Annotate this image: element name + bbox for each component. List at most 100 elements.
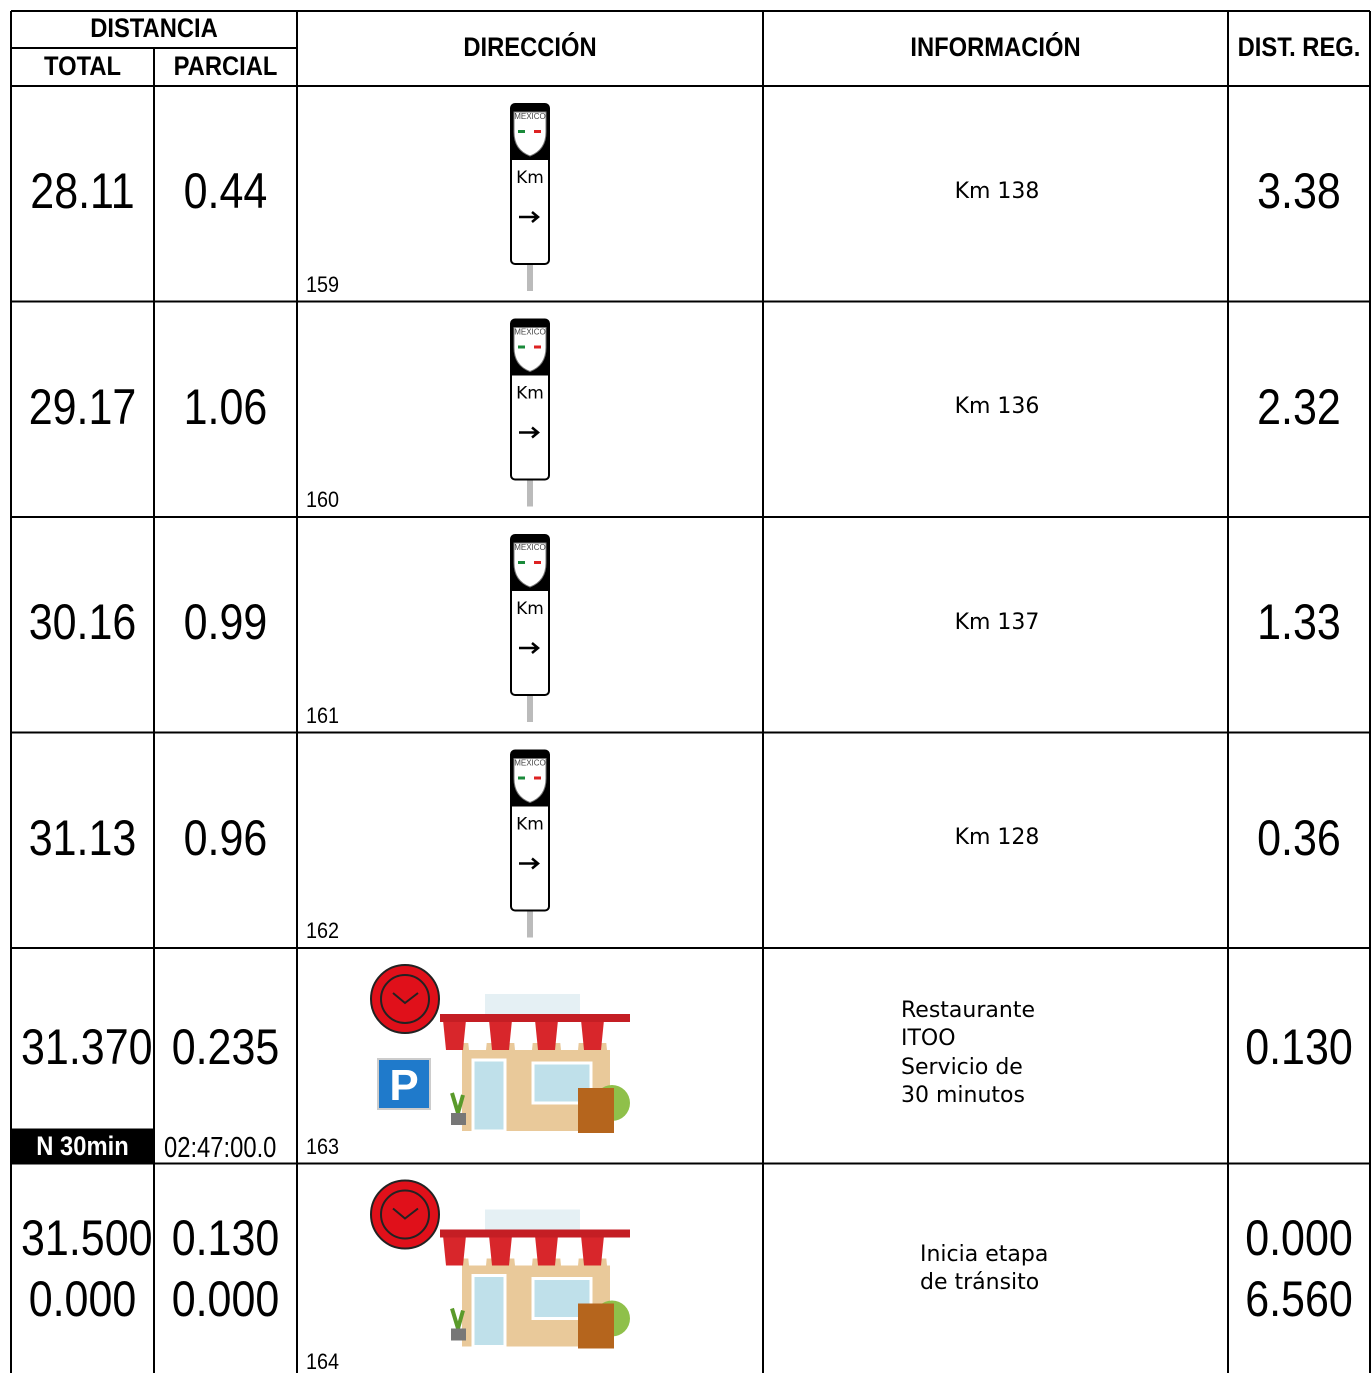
sign-shield-text: MEXICO [514, 543, 546, 552]
flag-green [518, 130, 525, 133]
row-number: 159 [306, 271, 340, 297]
sign-pole [527, 261, 533, 291]
awning-stripe [581, 1020, 604, 1050]
plant [450, 1307, 465, 1330]
awning-stripe [489, 1020, 512, 1050]
flag-red [534, 776, 541, 780]
km-sign: MEXICO Km [510, 534, 550, 722]
crates [578, 1303, 614, 1349]
sign-arrow [519, 211, 540, 223]
header-distancia: DISTANCIA [90, 13, 218, 43]
info-line: ITOO [901, 1026, 956, 1052]
total-distance: 28.11 [30, 163, 135, 220]
flag-red [534, 561, 541, 564]
plant [450, 1092, 465, 1114]
parking-bg [377, 1058, 431, 1110]
partial-distance: 0.44 [183, 163, 268, 220]
time: 02:47:00.0 [164, 1131, 277, 1164]
km-sign: MEXICO Km [510, 318, 550, 507]
row-number: 161 [306, 702, 340, 728]
clock-face [380, 974, 430, 1024]
awning-top [440, 1229, 630, 1238]
clock-hands [392, 1207, 419, 1220]
dist-reg: 0.130 [1245, 1019, 1353, 1076]
sign-arrow [519, 857, 540, 870]
dist-reg: 0.000 [1245, 1210, 1353, 1267]
sign-shield-text: MEXICO [514, 328, 546, 337]
window [531, 1061, 593, 1105]
sign-pole [527, 476, 533, 507]
sign-board [485, 994, 580, 1016]
partial-distance: 0.96 [183, 809, 268, 866]
info-line: Km 137 [954, 609, 1040, 635]
door [471, 1058, 507, 1133]
partial-distance: 0.000 [171, 1271, 280, 1328]
awning-top [440, 1014, 630, 1022]
flag-red [534, 130, 541, 133]
header-parcial: PARCIAL [173, 51, 278, 81]
partial-distance: 0.99 [183, 594, 268, 651]
km-sign: MEXICO Km [510, 749, 550, 938]
row-number: 164 [306, 1349, 340, 1373]
sign-shield-text: MEXICO [514, 759, 546, 768]
clock-face [380, 1189, 430, 1240]
sign-shield [513, 542, 547, 588]
dist-reg: 2.32 [1257, 378, 1341, 435]
info-line: Km 128 [954, 825, 1040, 850]
header-dist-reg: DIST. REG. [1237, 32, 1361, 62]
row-number: 162 [306, 918, 340, 943]
awning-stripe [489, 1235, 512, 1266]
sign-pole [527, 907, 533, 938]
info-line: Km 138 [954, 178, 1040, 204]
note-bg [11, 1128, 154, 1164]
flag-green [518, 345, 525, 349]
partial-distance: 0.130 [171, 1210, 280, 1267]
info-line: Km 136 [954, 394, 1040, 419]
awning-stripe [581, 1235, 604, 1266]
row-number: 160 [306, 487, 340, 512]
dist-reg: 6.560 [1245, 1271, 1353, 1328]
awning-stripe [512, 1235, 535, 1266]
sign-board [485, 1209, 580, 1232]
sign-arrow [519, 426, 540, 439]
partial-distance: 1.06 [183, 378, 268, 435]
awning-stripe [604, 1020, 627, 1050]
sign-shield-text: MEXICO [514, 112, 546, 121]
sign-shield [513, 111, 547, 157]
total-distance: 31.500 [21, 1210, 153, 1267]
sign-arrow [519, 642, 540, 654]
total-distance: 0.000 [28, 1271, 137, 1328]
total-distance: 29.17 [28, 378, 137, 435]
sign-pole [527, 692, 533, 722]
sign-label: Km [516, 815, 544, 835]
info-line: Inicia etapa [920, 1241, 1049, 1267]
awning-stripe [604, 1235, 627, 1266]
crates [578, 1088, 614, 1133]
dist-reg: 1.33 [1257, 594, 1341, 651]
sign-shield [513, 327, 547, 373]
dist-reg: 3.38 [1257, 163, 1341, 220]
awning-stripe [443, 1020, 466, 1050]
total-distance: 30.16 [28, 594, 137, 651]
sign-shield [513, 758, 547, 804]
header-total: TOTAL [44, 51, 121, 81]
restaurant-icon: P [370, 964, 630, 1133]
awning-stripe [535, 1235, 558, 1266]
partial-distance: 0.235 [171, 1019, 280, 1076]
parking-label: P [389, 1061, 418, 1110]
pot [451, 1328, 466, 1341]
awning-stripe [466, 1020, 489, 1050]
header-informacion: INFORMACIÓN [910, 32, 1081, 62]
flag-green [518, 776, 525, 780]
door [471, 1274, 507, 1348]
total-distance: 31.13 [28, 809, 137, 866]
km-sign: MEXICO Km [510, 103, 550, 291]
dist-reg: 0.36 [1257, 809, 1341, 866]
flag-red [534, 345, 541, 349]
info-line: de tránsito [920, 1270, 1040, 1296]
awning-stripe [535, 1020, 558, 1050]
sign-label: Km [516, 599, 544, 619]
sign-label: Km [516, 384, 544, 404]
